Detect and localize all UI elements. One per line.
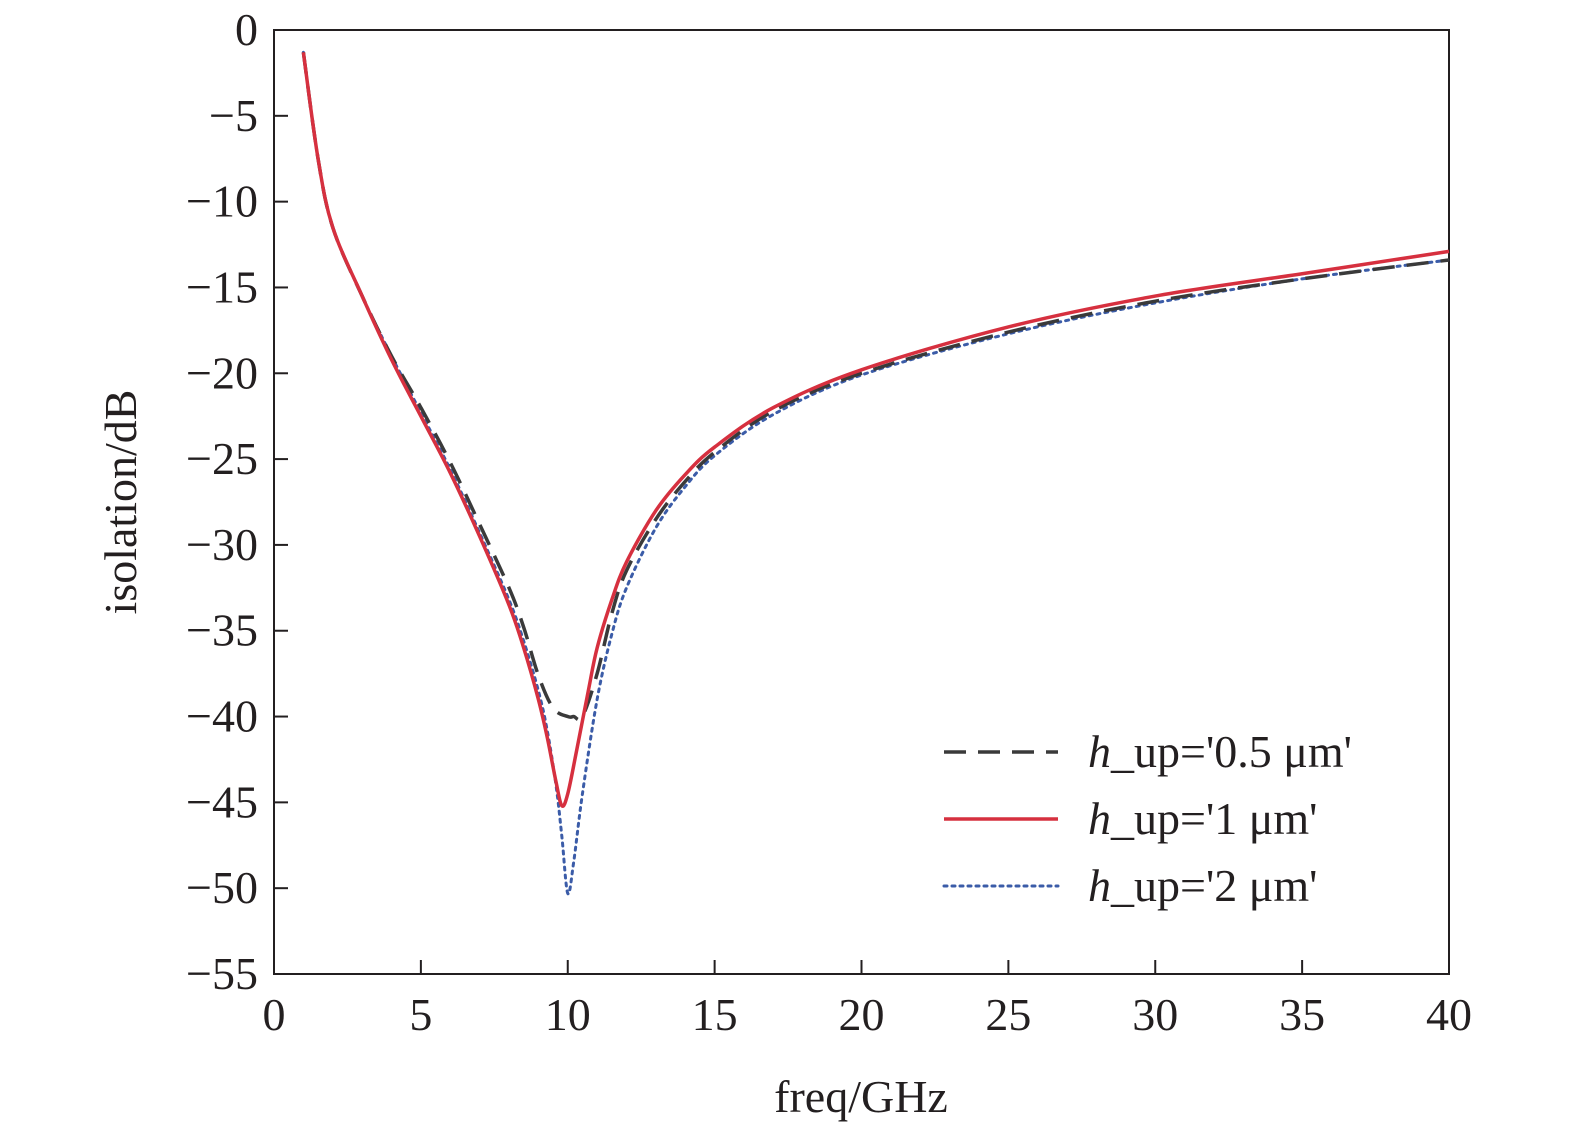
series-line-3 xyxy=(301,50,1451,896)
y-tick-label: −50 xyxy=(186,862,258,913)
y-axis-title: isolation/dB xyxy=(95,390,146,615)
x-tick-label: 25 xyxy=(985,989,1031,1040)
x-tick-label: 20 xyxy=(839,989,885,1040)
y-tick-label: −30 xyxy=(186,519,258,570)
series-layer xyxy=(301,50,1451,896)
y-tick-label: −35 xyxy=(186,605,258,656)
y-tick-label: −45 xyxy=(186,776,258,827)
y-tick-label: −25 xyxy=(186,433,258,484)
x-axis-title: freq/GHz xyxy=(774,1071,948,1122)
x-tick-label: 40 xyxy=(1426,989,1472,1040)
y-tick-label: −10 xyxy=(186,176,258,227)
x-tick-label: 30 xyxy=(1132,989,1178,1040)
y-tick-label: 0 xyxy=(235,4,258,55)
legend-label-italic: h xyxy=(1088,793,1111,844)
y-tick-label: −40 xyxy=(186,691,258,742)
legend-label-rest: _up='0.5 μm' xyxy=(1110,726,1352,777)
y-tick-label: −15 xyxy=(186,261,258,312)
x-tick-label: 10 xyxy=(545,989,591,1040)
y-tick-label: −5 xyxy=(209,90,258,141)
legend-label-1: h_up='0.5 μm' xyxy=(1088,726,1352,777)
legend-label-rest: _up='2 μm' xyxy=(1110,860,1317,911)
legend-label-italic: h xyxy=(1088,726,1111,777)
legend-label-2: h_up='1 μm' xyxy=(1088,793,1317,844)
x-tick-label: 35 xyxy=(1279,989,1325,1040)
legend: h_up='0.5 μm'h_up='1 μm'h_up='2 μm' xyxy=(942,726,1352,911)
y-axis-ticks: 0 −5 −10 −15 −20 −25 −30 −35 −40 −45 −50 −55 xyxy=(186,4,288,999)
series-line-2 xyxy=(301,52,1450,808)
x-tick-label: 0 xyxy=(263,989,286,1040)
x-tick-label: 15 xyxy=(692,989,738,1040)
legend-label-italic: h xyxy=(1088,860,1111,911)
x-axis-ticks: 0 5 10 15 20 25 30 35 40 xyxy=(263,960,1472,1040)
y-tick-label: −55 xyxy=(186,948,258,999)
legend-label-3: h_up='2 μm' xyxy=(1088,860,1317,911)
y-tick-label: −20 xyxy=(186,347,258,398)
series-line-1 xyxy=(301,52,1450,722)
x-tick-label: 5 xyxy=(409,989,432,1040)
legend-label-rest: _up='1 μm' xyxy=(1110,793,1317,844)
